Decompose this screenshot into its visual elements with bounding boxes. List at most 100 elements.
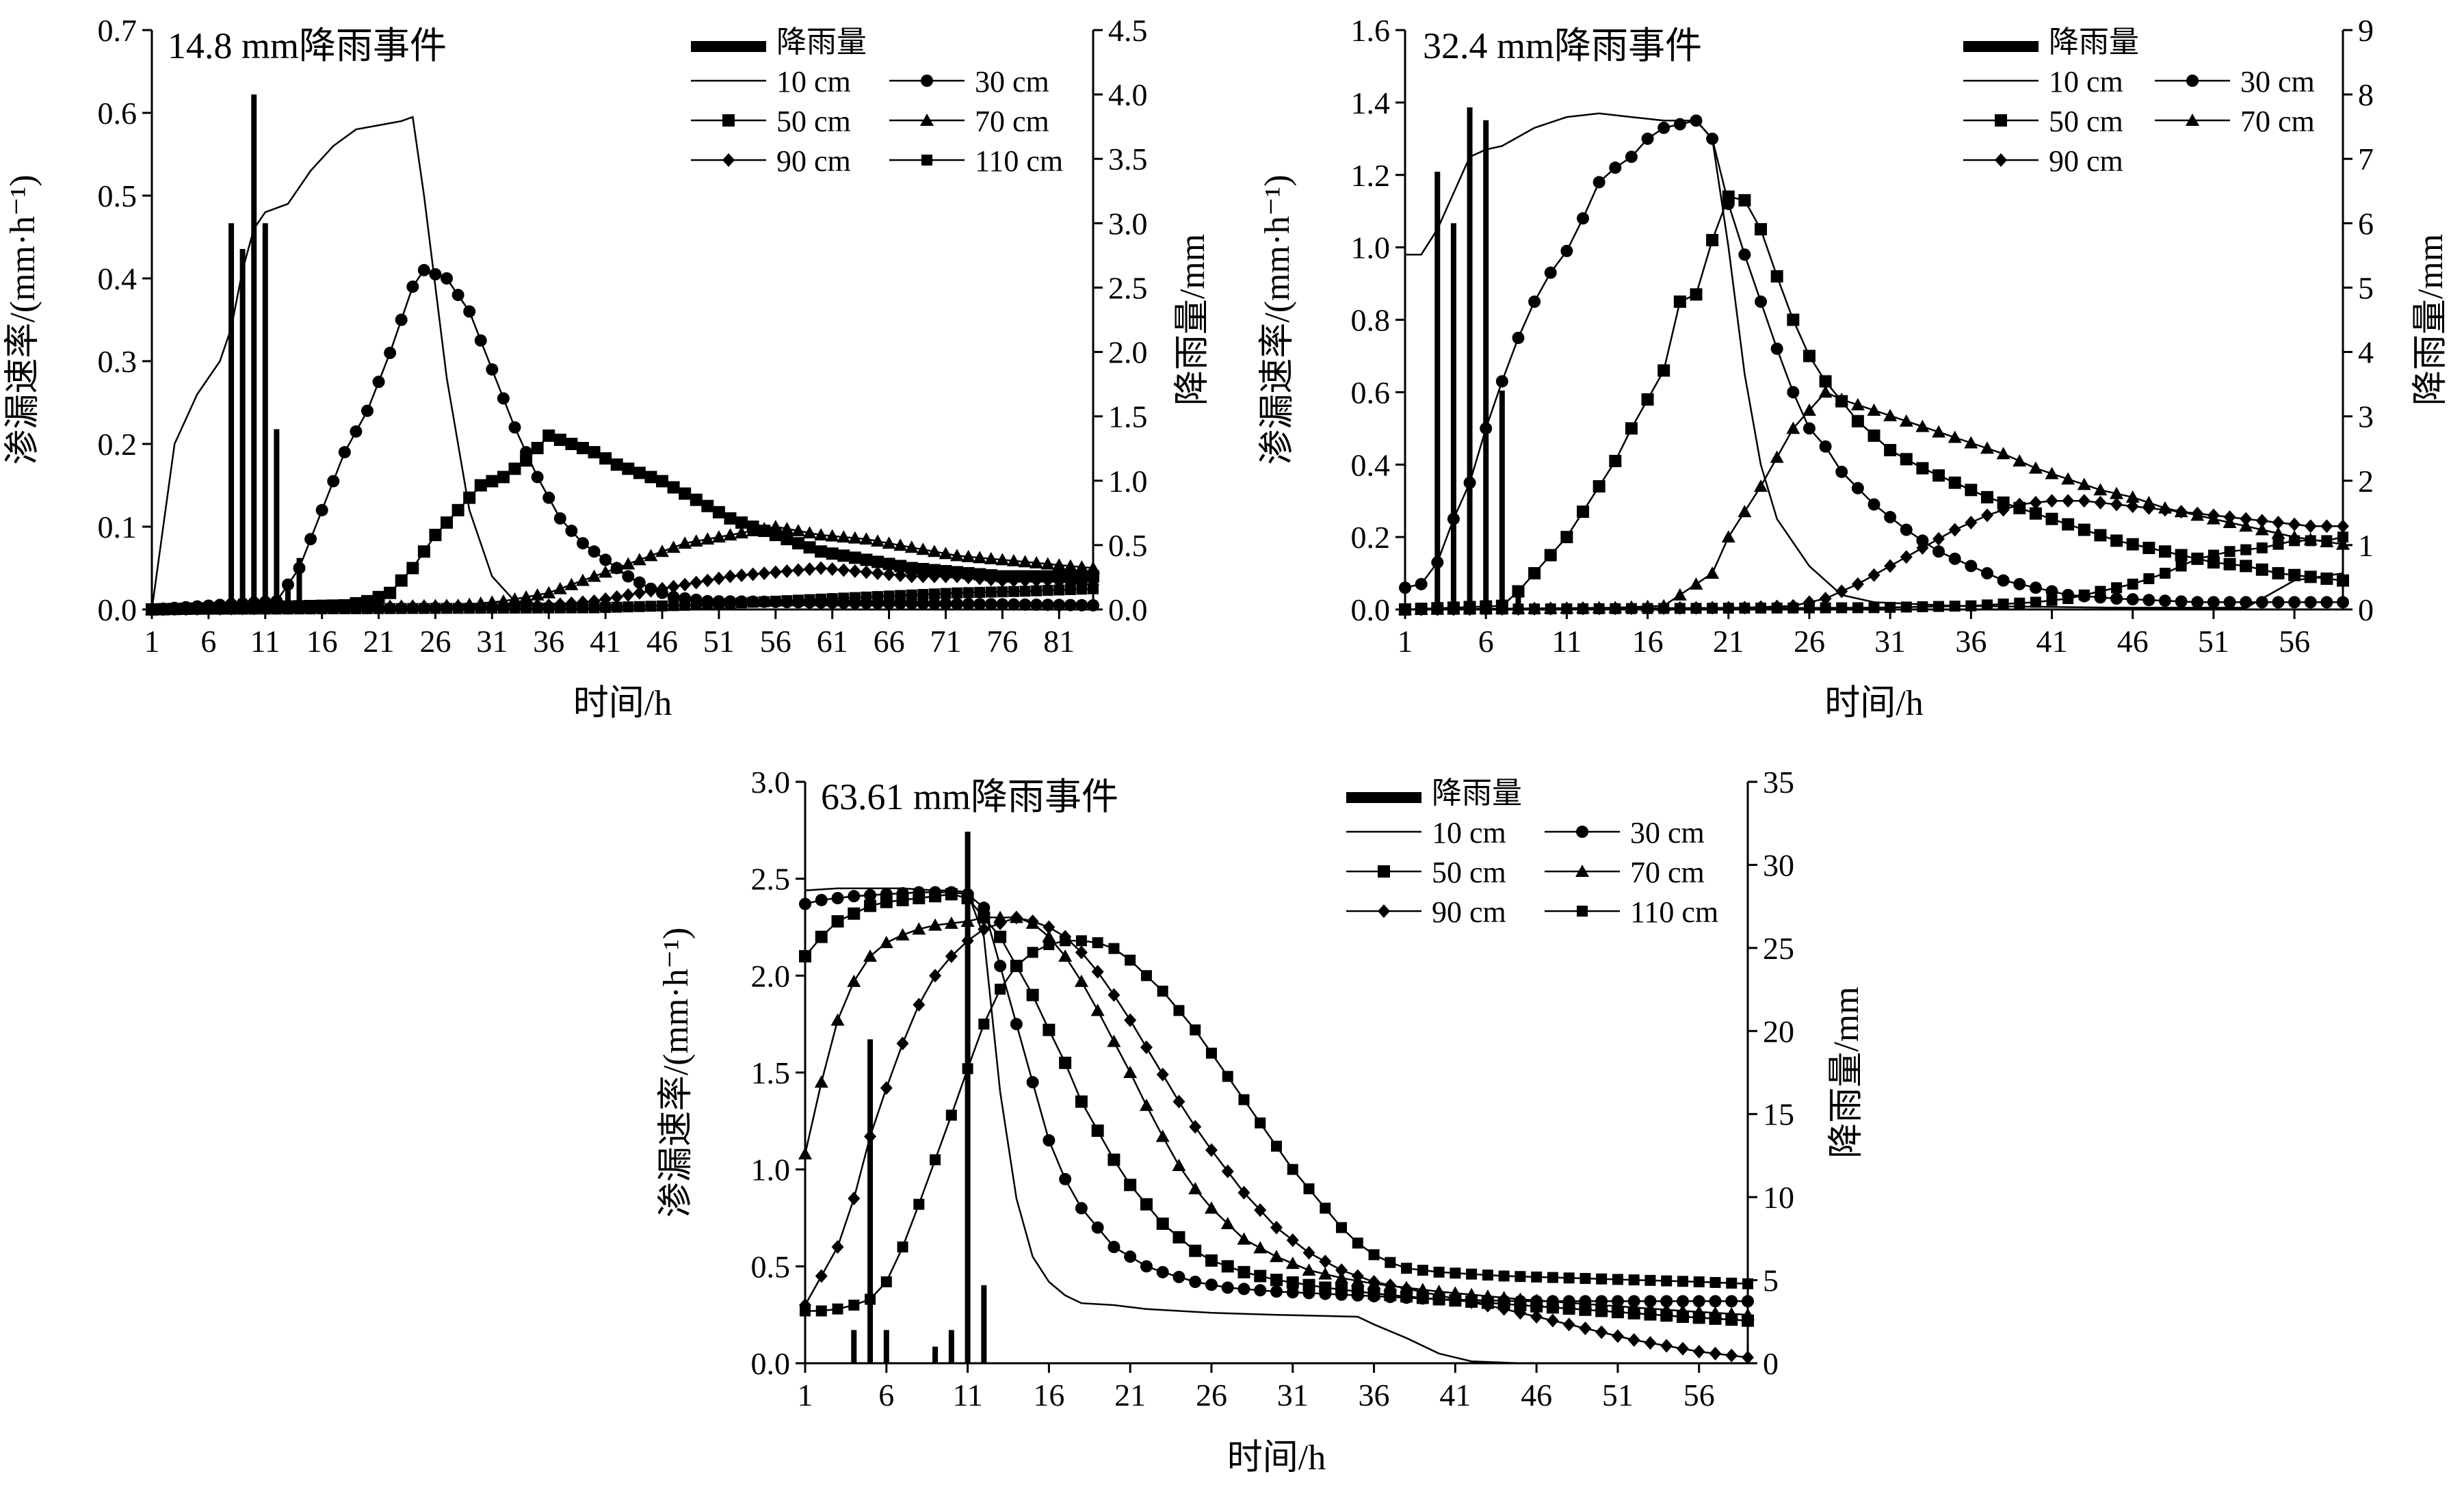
data-point (913, 1198, 925, 1210)
data-point (1851, 482, 1864, 495)
data-point (667, 590, 680, 603)
data-point (1254, 1203, 1267, 1218)
data-point (917, 589, 929, 601)
y-tick-label: 0.6 (1351, 375, 1391, 410)
data-point (1075, 1095, 1088, 1108)
data-point (1302, 1278, 1315, 1291)
y2-tick-label: 9 (2358, 13, 2374, 48)
data-point (1851, 577, 1864, 591)
data-point (1673, 295, 1686, 308)
data-point (1189, 1120, 1202, 1134)
data-point (1010, 960, 1022, 972)
rainfall-bar (883, 1330, 889, 1363)
data-point (679, 487, 692, 500)
data-point (2255, 523, 2269, 536)
data-point (1019, 573, 1032, 588)
data-point (1917, 601, 1928, 613)
x-tick-label: 51 (1602, 1378, 1634, 1412)
data-point (2061, 472, 2075, 485)
data-point (1561, 603, 1573, 615)
data-point (996, 598, 1009, 611)
data-point (1819, 592, 1832, 606)
data-point (565, 438, 578, 450)
y2-tick-label: 30 (1763, 847, 1794, 882)
y-tick-label: 0.8 (1351, 303, 1391, 338)
data-point (237, 603, 248, 615)
y-tick-label: 0.0 (1351, 592, 1391, 627)
data-point (1496, 603, 1508, 615)
data-point (2013, 454, 2027, 466)
data-point (1172, 1231, 1185, 1244)
data-point (2272, 538, 2284, 550)
data-point (1140, 1198, 1153, 1211)
data-point (1139, 1099, 1153, 1112)
data-point (1770, 270, 1783, 282)
data-point (1530, 1310, 1543, 1324)
data-point (1771, 602, 1783, 614)
data-point (1463, 476, 1476, 489)
data-point (214, 603, 226, 615)
data-point (1900, 601, 1912, 613)
data-point (690, 599, 702, 611)
data-point (864, 889, 877, 902)
y2-tick-label: 0.0 (1108, 592, 1148, 627)
data-point (1690, 288, 1703, 301)
data-point (2288, 596, 2301, 609)
data-point (2142, 542, 2155, 555)
data-point (1075, 570, 1088, 583)
data-point (1627, 1300, 1641, 1313)
legend-item-label: 10 cm (776, 65, 851, 98)
data-point (293, 603, 305, 615)
data-point (978, 922, 991, 936)
data-point (994, 960, 1007, 973)
data-point (2304, 519, 2317, 534)
data-point (2223, 557, 2236, 570)
x-tick-label: 11 (250, 624, 280, 659)
data-point (1545, 603, 1556, 615)
data-point (226, 603, 237, 615)
data-point (271, 603, 283, 615)
data-point (2127, 578, 2138, 590)
x-tick-label: 1 (798, 1378, 813, 1412)
x-tick-label: 26 (1794, 624, 1825, 659)
data-point (1205, 1047, 1217, 1059)
data-point (1019, 598, 1032, 611)
legend-item-label: 10 cm (2049, 65, 2123, 98)
data-point (799, 950, 811, 962)
data-point (690, 575, 703, 590)
data-point (611, 601, 622, 613)
data-point (906, 589, 917, 601)
data-point (395, 574, 408, 587)
data-point (622, 570, 635, 583)
x-tick-label: 61 (817, 624, 848, 659)
y2-tick-label: 1 (2358, 528, 2374, 563)
data-point (838, 592, 850, 604)
data-point (837, 563, 850, 577)
data-point (2240, 596, 2253, 609)
data-point (600, 602, 612, 614)
data-point (1108, 1241, 1120, 1253)
data-point (1868, 602, 1880, 614)
data-point (1076, 583, 1088, 595)
data-point (962, 587, 974, 599)
data-point (1739, 603, 1751, 614)
data-point (962, 570, 975, 585)
data-point (2094, 495, 2107, 510)
data-point (531, 471, 544, 484)
data-point (1480, 422, 1493, 435)
data-point (1883, 408, 1898, 421)
data-point (542, 429, 555, 442)
y2-axis-label: 降雨量/mm (1827, 986, 1866, 1158)
data-point (157, 603, 169, 615)
data-point (1529, 603, 1541, 615)
data-point (2078, 523, 2091, 536)
y2-tick-label: 5 (1763, 1263, 1779, 1298)
rainfall-bar (981, 1285, 987, 1363)
data-point (880, 895, 893, 908)
data-point (1156, 1218, 1169, 1230)
x-axis-label: 时间/h (1227, 1438, 1326, 1477)
data-point (587, 569, 601, 582)
data-point (1593, 603, 1605, 614)
data-point (441, 516, 454, 529)
data-point (554, 602, 566, 614)
